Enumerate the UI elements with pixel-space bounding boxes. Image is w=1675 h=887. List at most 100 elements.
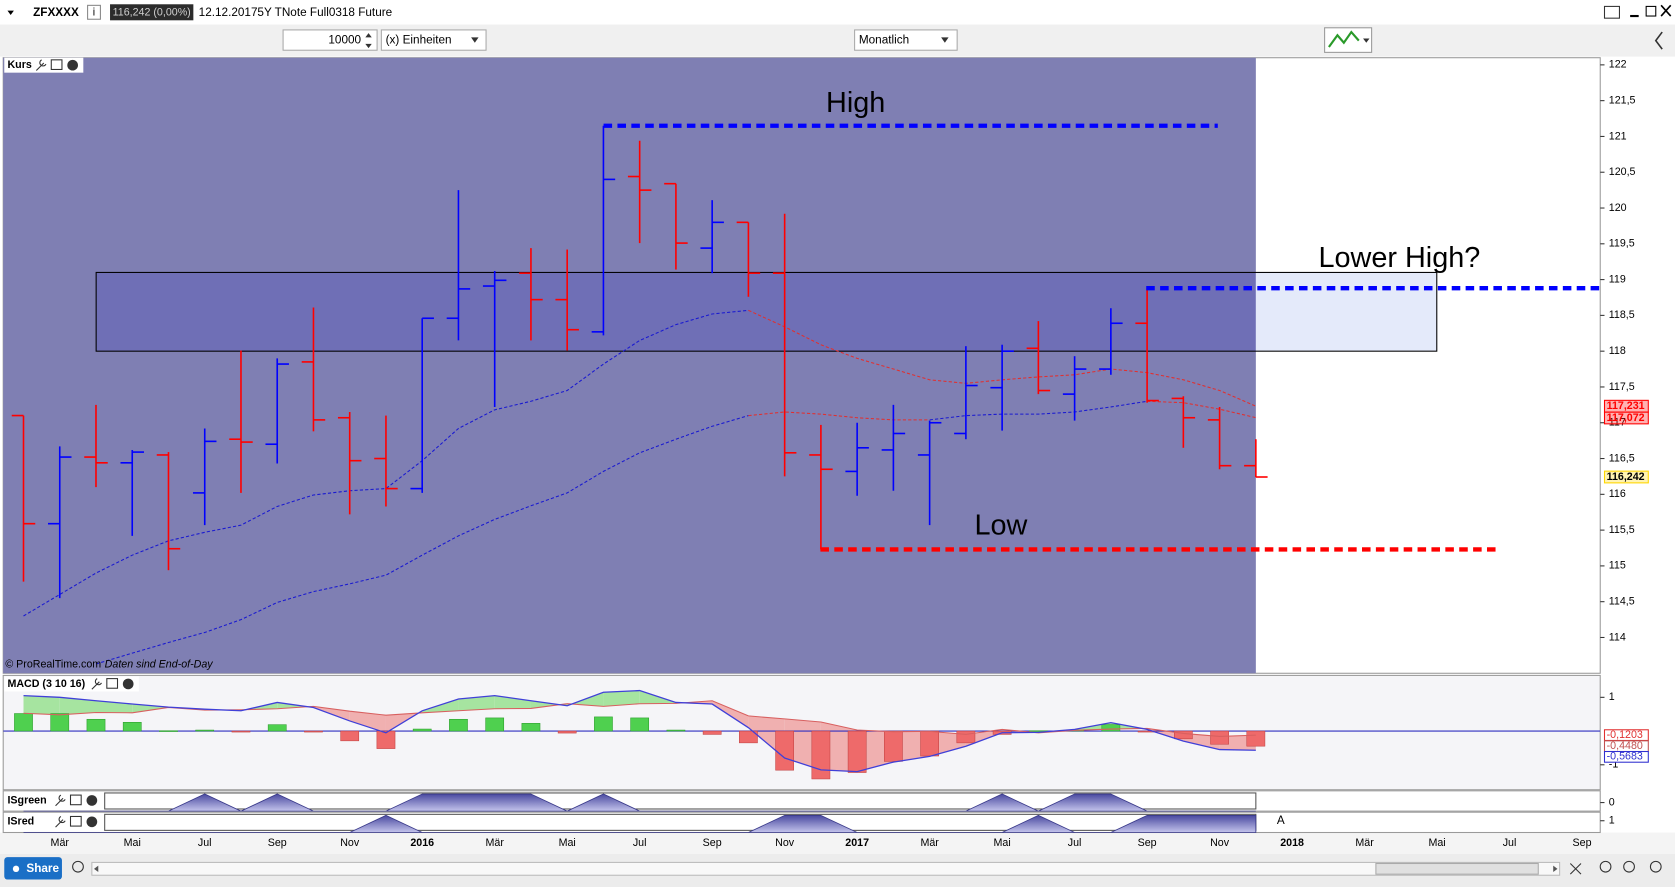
panel-close-icon[interactable] — [122, 678, 134, 690]
marker: A — [1277, 814, 1285, 827]
histogram-bar — [86, 718, 106, 732]
panel-close-icon[interactable] — [86, 816, 98, 828]
quote: 116,242 (0,00%) — [113, 7, 191, 19]
y-tick-label: 115,5 — [1609, 524, 1635, 536]
share-button[interactable] — [4, 857, 62, 880]
level-label: Low — [975, 510, 1028, 542]
macd-fill — [132, 704, 169, 713]
y-tick-label: 120 — [1609, 202, 1627, 214]
close-button[interactable] — [1660, 4, 1672, 17]
panel-settings-icon[interactable] — [55, 794, 66, 807]
panel-title: ISgreen — [7, 794, 46, 806]
zoom-fit[interactable] — [1649, 860, 1662, 873]
share-label: Share — [26, 862, 59, 875]
price-label: 117,231 — [1607, 400, 1645, 412]
panel-settings-icon[interactable] — [35, 59, 47, 71]
panel-close-icon[interactable] — [67, 59, 78, 71]
x-tick-label: Jul — [1068, 837, 1082, 849]
y-tick-label: 114 — [1609, 631, 1626, 643]
moving-average — [95, 400, 1148, 665]
data-note: Daten sind End-of-Day — [105, 659, 214, 671]
x-tick-label: Nov — [1210, 837, 1230, 849]
panel-close-icon[interactable] — [86, 795, 98, 806]
y-tick-label: -1 — [1609, 759, 1619, 771]
quantity-input[interactable] — [282, 29, 378, 51]
value-label-box — [1603, 750, 1649, 763]
macd-fill — [712, 700, 749, 728]
histogram-bar — [775, 730, 795, 771]
price-label: 117,072 — [1607, 412, 1645, 424]
histogram-bar — [1101, 724, 1121, 732]
x-tick-label: Mai — [559, 837, 576, 849]
scrollbar-thumb[interactable] — [1375, 862, 1539, 875]
x-axis-strip — [0, 832, 1675, 854]
x-tick-label: Sep — [703, 837, 722, 849]
units-select[interactable] — [380, 29, 487, 51]
histogram-bar — [884, 730, 903, 762]
value-label: -0,1203 — [1607, 729, 1643, 741]
period-select[interactable] — [854, 29, 958, 51]
y-tick-label: 119,5 — [1609, 238, 1635, 250]
zone-outline — [95, 271, 1438, 352]
quantity: 10000 — [328, 34, 361, 47]
quantity-spinner[interactable] — [365, 33, 372, 49]
histogram-bar — [557, 730, 577, 734]
moving-average — [23, 309, 749, 617]
level-label: Lower High? — [1318, 242, 1480, 274]
panel-settings-icon[interactable] — [55, 815, 66, 828]
histogram-bar — [956, 730, 976, 744]
chart-style-button[interactable] — [1324, 27, 1373, 53]
zone-projected — [1255, 272, 1437, 352]
histogram-bar — [195, 729, 215, 732]
panel-title: Kurs — [7, 59, 31, 71]
panel-maximize-icon[interactable] — [69, 815, 82, 827]
zoom-in[interactable] — [1599, 860, 1612, 873]
histogram-bar — [14, 713, 33, 732]
signal-area — [23, 793, 1256, 812]
panel-settings-icon[interactable] — [91, 678, 102, 690]
symbol[interactable]: ZFXXXX — [33, 6, 79, 19]
histogram-bar — [1174, 730, 1193, 740]
share-icon — [12, 865, 20, 873]
zoom-reset[interactable] — [1569, 863, 1582, 875]
period: Monatlich — [859, 34, 909, 47]
period-arrow[interactable] — [941, 37, 949, 43]
units-arrow[interactable] — [471, 37, 479, 43]
maximize-button[interactable] — [1645, 5, 1657, 17]
symbol-menu-arrow[interactable] — [7, 10, 14, 15]
panel-maximize-icon[interactable] — [50, 59, 63, 70]
signal-track — [104, 792, 1257, 810]
panel-maximize-icon[interactable] — [106, 678, 119, 689]
title-bar — [0, 0, 1675, 25]
x-tick-label: Sep — [1138, 837, 1157, 849]
cursor-tool[interactable] — [72, 860, 84, 873]
x-tick-label: Jul — [633, 837, 647, 849]
panel-maximize-icon[interactable] — [69, 794, 82, 806]
quote-box — [110, 4, 194, 21]
y-tick-label: 118 — [1609, 345, 1626, 357]
histogram-bar — [847, 730, 867, 773]
zoom-out[interactable] — [1623, 860, 1635, 873]
window-list-button[interactable] — [1603, 5, 1620, 19]
macd-fill — [59, 697, 96, 715]
info-button[interactable] — [87, 4, 101, 20]
histogram-bar — [122, 722, 142, 732]
signal-area — [23, 814, 1257, 833]
histogram-bar — [412, 728, 432, 732]
level-label: High — [826, 87, 885, 119]
value-label: -0,4480 — [1607, 740, 1643, 752]
x-tick-label: Jul — [198, 837, 212, 849]
y-tick-label: 120,5 — [1609, 166, 1636, 178]
y-tick-label: 116,5 — [1609, 452, 1635, 464]
histogram-bar — [304, 730, 323, 733]
histogram-bar — [739, 730, 758, 744]
moving-average — [748, 400, 1256, 421]
panel-toggle[interactable] — [1654, 31, 1663, 50]
histogram-bar — [159, 730, 178, 732]
chart-style-arrow[interactable] — [1363, 38, 1370, 43]
x-tick-label: Nov — [340, 837, 360, 849]
y-tick-label: 0 — [1609, 796, 1615, 808]
info-icon: i — [93, 7, 95, 19]
scrollbar[interactable] — [91, 861, 1561, 876]
x-tick-label: Mär — [51, 837, 70, 849]
